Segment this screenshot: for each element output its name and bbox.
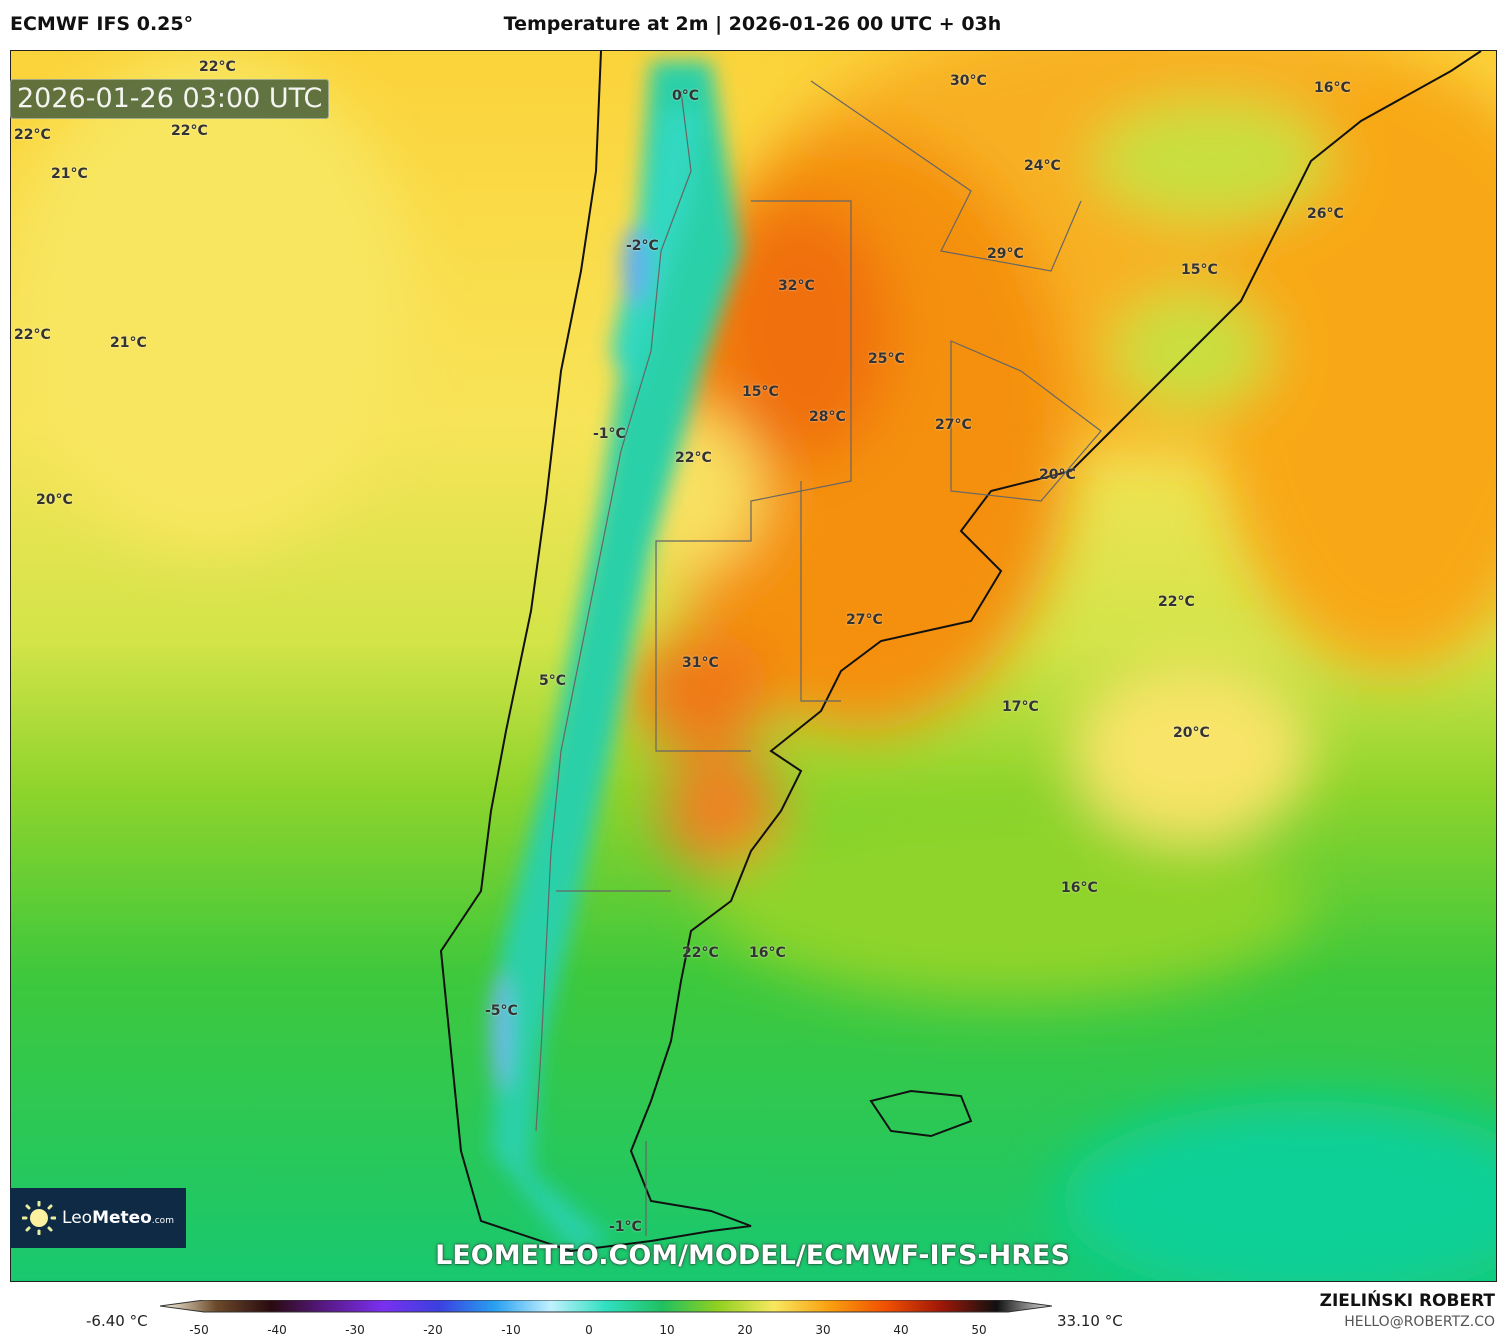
coastline xyxy=(439,51,1482,1253)
colorbar-tick-label: 30 xyxy=(815,1323,831,1337)
temp-label: 16°C xyxy=(1314,80,1351,96)
logo-text: LeoMeteo.com xyxy=(62,1208,174,1228)
temp-label: 17°C xyxy=(1002,699,1039,715)
max-temp-label: 33.10 °C xyxy=(1057,1312,1123,1330)
chart-title: Temperature at 2m | 2026-01-26 00 UTC + … xyxy=(503,13,1002,35)
colorbar-tick-label: 50 xyxy=(971,1323,987,1337)
temp-label: 5°C xyxy=(539,673,567,689)
temp-label: 32°C xyxy=(778,278,815,294)
temp-label: 21°C xyxy=(110,335,147,351)
colorbar-tick-label: -30 xyxy=(345,1323,365,1337)
temp-label: 22°C xyxy=(675,450,712,466)
author-name: ZIELIŃSKI ROBERT xyxy=(1319,1291,1495,1311)
temperature-field xyxy=(11,51,1496,1281)
temp-label: 21°C xyxy=(51,166,88,182)
temp-label: 29°C xyxy=(987,246,1024,262)
temp-label: 24°C xyxy=(1024,158,1061,174)
watermark-url: LEOMETEO.COM/MODEL/ECMWF-IFS-HRES xyxy=(435,1240,1070,1271)
temp-label: 27°C xyxy=(935,417,972,433)
temp-label: 26°C xyxy=(1307,206,1344,222)
author-email[interactable]: HELLO@ROBERTZ.CO xyxy=(1344,1314,1495,1330)
colorbar-tick-label: 20 xyxy=(737,1323,753,1337)
temp-label: 22°C xyxy=(171,123,208,139)
temp-label: 16°C xyxy=(1061,880,1098,896)
temp-label: 20°C xyxy=(1039,467,1076,483)
temp-label: -5°C xyxy=(485,1003,518,1019)
logo-text-meteo: Meteo xyxy=(92,1208,152,1228)
sun-icon xyxy=(22,1201,57,1235)
temp-label: 20°C xyxy=(1173,725,1210,741)
temp-label: 16°C xyxy=(749,945,786,961)
temp-label: 28°C xyxy=(809,409,846,425)
temp-label: 22°C xyxy=(14,327,51,343)
temp-label: 15°C xyxy=(742,384,779,400)
colorbar-tick-label: -50 xyxy=(189,1323,209,1337)
colorbar-bar xyxy=(160,1300,1052,1313)
temperature-map: 22°C 22°C 22°C 21°C 22°C 21°C 20°C 0°C -… xyxy=(10,50,1497,1282)
temp-label: 22°C xyxy=(14,127,51,143)
colorbar-tick-label: -10 xyxy=(501,1323,521,1337)
temp-label: 25°C xyxy=(868,351,905,367)
temp-label: 20°C xyxy=(36,492,73,508)
temp-label: 22°C xyxy=(199,59,236,75)
logo-text-leo: Leo xyxy=(62,1208,93,1228)
temp-label: 22°C xyxy=(1158,594,1195,610)
colorbar-tick-label: 40 xyxy=(893,1323,909,1337)
temp-label: -1°C xyxy=(609,1219,642,1235)
temp-label: 30°C xyxy=(950,73,987,89)
min-temp-label: -6.40 °C xyxy=(86,1312,148,1330)
colorbar-tick-label: 10 xyxy=(659,1323,675,1337)
temp-label: 31°C xyxy=(682,655,719,671)
leometeo-logo[interactable]: LeoMeteo.com xyxy=(10,1188,186,1248)
temp-label: 0°C xyxy=(672,88,700,104)
colorbar-tick-label: -40 xyxy=(267,1323,287,1337)
colorbar xyxy=(160,1300,1052,1313)
borders xyxy=(535,80,1102,1236)
logo-text-suffix: .com xyxy=(151,1216,174,1226)
colorbar-tick-label: -20 xyxy=(423,1323,443,1337)
valid-time-badge: 2026-01-26 03:00 UTC xyxy=(10,79,330,119)
temp-label: -1°C xyxy=(593,426,626,442)
temp-label: 27°C xyxy=(846,612,883,628)
temp-label: 15°C xyxy=(1181,262,1218,278)
model-name: ECMWF IFS 0.25° xyxy=(10,13,194,35)
colorbar-tick-label: 0 xyxy=(585,1323,593,1337)
temp-label: -2°C xyxy=(626,238,659,254)
temp-label: 22°C xyxy=(682,945,719,961)
